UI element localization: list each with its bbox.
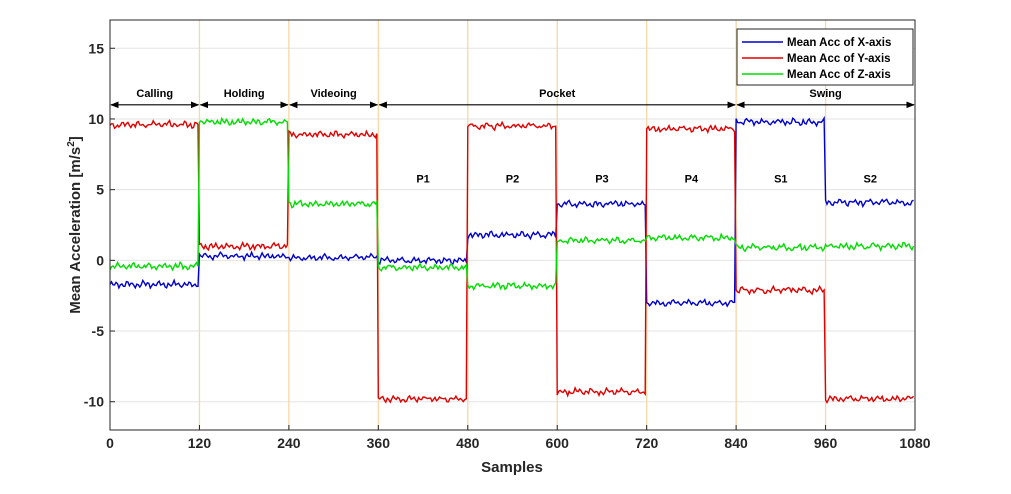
x-tick-label: 120 <box>188 435 212 451</box>
activity-label: Calling <box>136 88 173 100</box>
series-layer <box>109 115 915 404</box>
activity-label: Pocket <box>539 88 575 100</box>
plot-frame <box>109 19 916 431</box>
legend-entry-z: Mean Acc of Z-axis <box>787 69 891 81</box>
legend: Mean Acc of X-axis Mean Acc of Y-axis Me… <box>736 28 914 86</box>
x-axis: 0 120 240 360 480 600 720 840 960 1080 <box>106 425 931 451</box>
y-tick-label: 10 <box>88 111 104 127</box>
x-tick-label: 240 <box>277 435 301 451</box>
sub-label: P4 <box>685 174 699 186</box>
y-tick-label: 5 <box>96 182 104 198</box>
series-line-2 <box>109 116 915 291</box>
legend-entry-y: Mean Acc of Y-axis <box>787 53 891 65</box>
x-tick-label: 720 <box>635 435 659 451</box>
x-tick-label: 0 <box>106 435 114 451</box>
series-line-1 <box>109 118 914 404</box>
activity-label: Swing <box>809 88 841 100</box>
sub-label: S1 <box>774 174 787 186</box>
sub-label: S2 <box>864 174 877 186</box>
y-axis-label-sup: 2 <box>66 141 77 147</box>
activity-annotations: Calling Holding Videoing Pocket Swing <box>110 88 915 109</box>
legend-entry-x: Mean Acc of X-axis <box>787 37 891 49</box>
series-line-0 <box>109 115 914 308</box>
x-tick-label: 480 <box>456 435 480 451</box>
y-axis-label: Mean Acceleration [m/s2] <box>66 136 84 314</box>
sub-labels: P1 P2 P3 P4 S1 S2 <box>416 174 877 186</box>
y-tick-label: -5 <box>92 323 105 339</box>
sub-label: P1 <box>416 174 429 186</box>
sub-label: P2 <box>506 174 519 186</box>
x-axis-label: Samples <box>481 459 543 476</box>
x-tick-label: 840 <box>724 435 748 451</box>
legend-box <box>736 28 914 86</box>
plot-area <box>110 20 915 430</box>
x-tick-label: 960 <box>814 435 838 451</box>
x-tick-label: 360 <box>367 435 391 451</box>
sub-label: P3 <box>595 174 608 186</box>
y-axis-label-end: ] <box>67 136 84 141</box>
y-axis-label-main: Mean Acceleration [m/s <box>67 147 84 314</box>
y-tick-label: -10 <box>84 394 104 410</box>
activity-label: Videoing <box>310 88 356 100</box>
x-tick-label: 1080 <box>899 435 930 451</box>
y-axis: -10 -5 0 5 10 15 <box>84 40 115 410</box>
activity-label: Holding <box>224 88 265 100</box>
y-tick-label: 15 <box>88 40 104 56</box>
x-tick-label: 600 <box>546 435 570 451</box>
y-tick-label: 0 <box>96 252 104 268</box>
